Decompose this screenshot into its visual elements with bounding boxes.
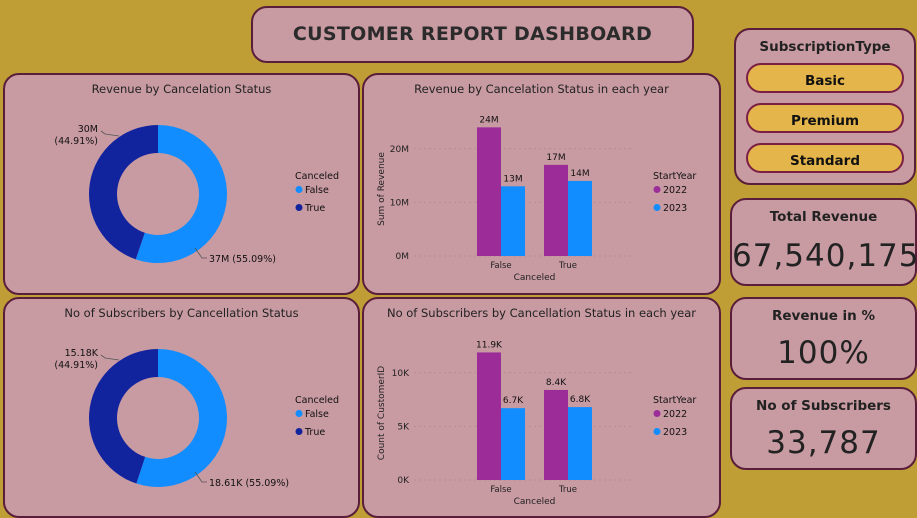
leader-line-false [194,471,207,483]
bar-data-label: 17M [546,153,565,163]
legend-label-2023: 2023 [663,203,687,214]
data-label-true-pct: (44.91%) [54,136,98,147]
legend-label-2022: 2022 [663,185,687,196]
revenue-percent-card: Revenue in % 100% [730,297,917,380]
legend-label-true: True [304,203,325,214]
bar-true-2022 [544,164,568,256]
legend-marker-2022 [653,186,661,193]
x-axis-label: Canceled [514,273,556,283]
bar-data-label: 14M [570,169,589,179]
x-tick-label-false: False [490,261,511,271]
y-tick-label: 0K [397,476,410,486]
slicer-option-standard[interactable]: Standard [746,143,904,173]
legend-label-2022: 2022 [663,409,687,420]
data-label-true-value: 15.18K [65,348,99,359]
bar-false-2023 [501,408,525,480]
y-tick-label: 10K [392,369,410,379]
leader-line-false [194,247,207,259]
y-axis-label: Sum of Revenue [377,152,387,226]
legend-marker-false [295,186,303,193]
slicer-option-premium[interactable]: Premium [746,103,904,133]
subscribers-card: No of Subscribers 33,787 [730,387,917,470]
data-label-false: 37M (55.09%) [209,254,276,265]
bar-true-2023 [568,407,592,480]
y-axis-label: Count of CustomerID [377,366,387,460]
legend-title: Canceled [295,395,339,406]
subscribers-value: 33,787 [766,425,881,461]
x-tick-label-false: False [490,485,511,495]
bar-data-label: 6.7K [503,396,524,406]
legend-marker-2022 [653,410,661,417]
leader-line-true [100,130,120,137]
revenue-bar-title: Revenue by Cancelation Status in each ye… [414,82,669,96]
legend-marker-true [295,204,303,211]
slicer-title: SubscriptionType [759,39,891,55]
legend-label-false: False [305,409,329,420]
data-label-true-pct: (44.91%) [54,360,98,371]
leader-line-true [100,354,120,361]
y-tick-label: 20M [390,145,409,155]
y-tick-label: 0M [396,252,410,262]
subscribers-donut-chart[interactable]: 18.61K (55.09%) 15.18K(44.91%) Canceled Fal… [5,322,358,517]
x-tick-label-true: True [558,485,577,495]
legend-label-true: True [304,427,325,438]
slicer-option-basic[interactable]: Basic [746,63,904,93]
legend-marker-2023 [653,204,661,211]
x-tick-label-true: True [558,261,577,271]
data-label-true-value: 30M [78,124,98,135]
legend-marker-2023 [653,428,661,435]
bar-data-label: 11.9K [476,340,503,350]
donut-slice-true [88,125,158,260]
bar-false-2023 [501,186,525,256]
total-revenue-label: Total Revenue [769,209,878,225]
subscribers-bar-panel[interactable]: No of Subscribers by Cancellation Status… [362,297,721,518]
y-tick-label: 5K [397,422,410,432]
bar-true-2022 [544,389,568,480]
bar-data-label: 24M [479,115,498,125]
dashboard-title-box: CUSTOMER REPORT DASHBOARD [251,6,694,63]
subscription-type-slicer[interactable]: SubscriptionType Basic Premium Standard [734,28,916,185]
donut-slice-true [89,349,158,484]
subscribers-donut-panel[interactable]: No of Subscribers by Cancellation Status… [3,297,360,518]
donut-slice-false [136,349,228,487]
revenue-percent-value: 100% [777,335,870,371]
subscribers-label: No of Subscribers [756,398,891,414]
legend-marker-true [295,428,303,435]
revenue-donut-chart[interactable]: 37M (55.09%) 30M(44.91%) Canceled False True [5,98,358,293]
dashboard-title: CUSTOMER REPORT DASHBOARD [292,23,653,45]
legend-label-false: False [305,185,329,196]
revenue-donut-title: Revenue by Cancelation Status [91,82,272,96]
legend-marker-false [295,410,303,417]
subscribers-donut-title: No of Subscribers by Cancellation Status [64,306,299,320]
bar-data-label: 13M [503,174,522,184]
total-revenue-value: 67,540,175 [732,238,917,274]
legend-title: StartYear [653,395,696,406]
data-label-false: 18.61K (55.09%) [209,478,289,489]
bar-data-label: 8.4K [546,378,567,388]
x-axis-label: Canceled [514,497,556,507]
bar-true-2023 [568,180,592,256]
revenue-percent-label: Revenue in % [771,308,876,324]
bar-data-label: 6.8K [570,395,591,405]
revenue-donut-panel[interactable]: Revenue by Cancelation Status 37M (55.09… [3,73,360,295]
subscribers-bar-title: No of Subscribers by Cancellation Status… [386,306,697,320]
y-tick-label: 10M [390,198,409,208]
revenue-bar-panel[interactable]: Revenue by Cancelation Status in each ye… [362,73,721,295]
legend-title: StartYear [653,171,696,182]
donut-slice-false [135,125,227,263]
subscribers-bar-chart[interactable]: 0K 5K 10K Count of CustomerID 11.9K 6.7K False… [364,322,719,517]
bar-false-2022 [477,127,501,256]
total-revenue-card: Total Revenue 67,540,175 [730,198,917,286]
legend-label-2023: 2023 [663,427,687,438]
legend-title: Canceled [295,171,339,182]
bar-false-2022 [477,352,501,480]
